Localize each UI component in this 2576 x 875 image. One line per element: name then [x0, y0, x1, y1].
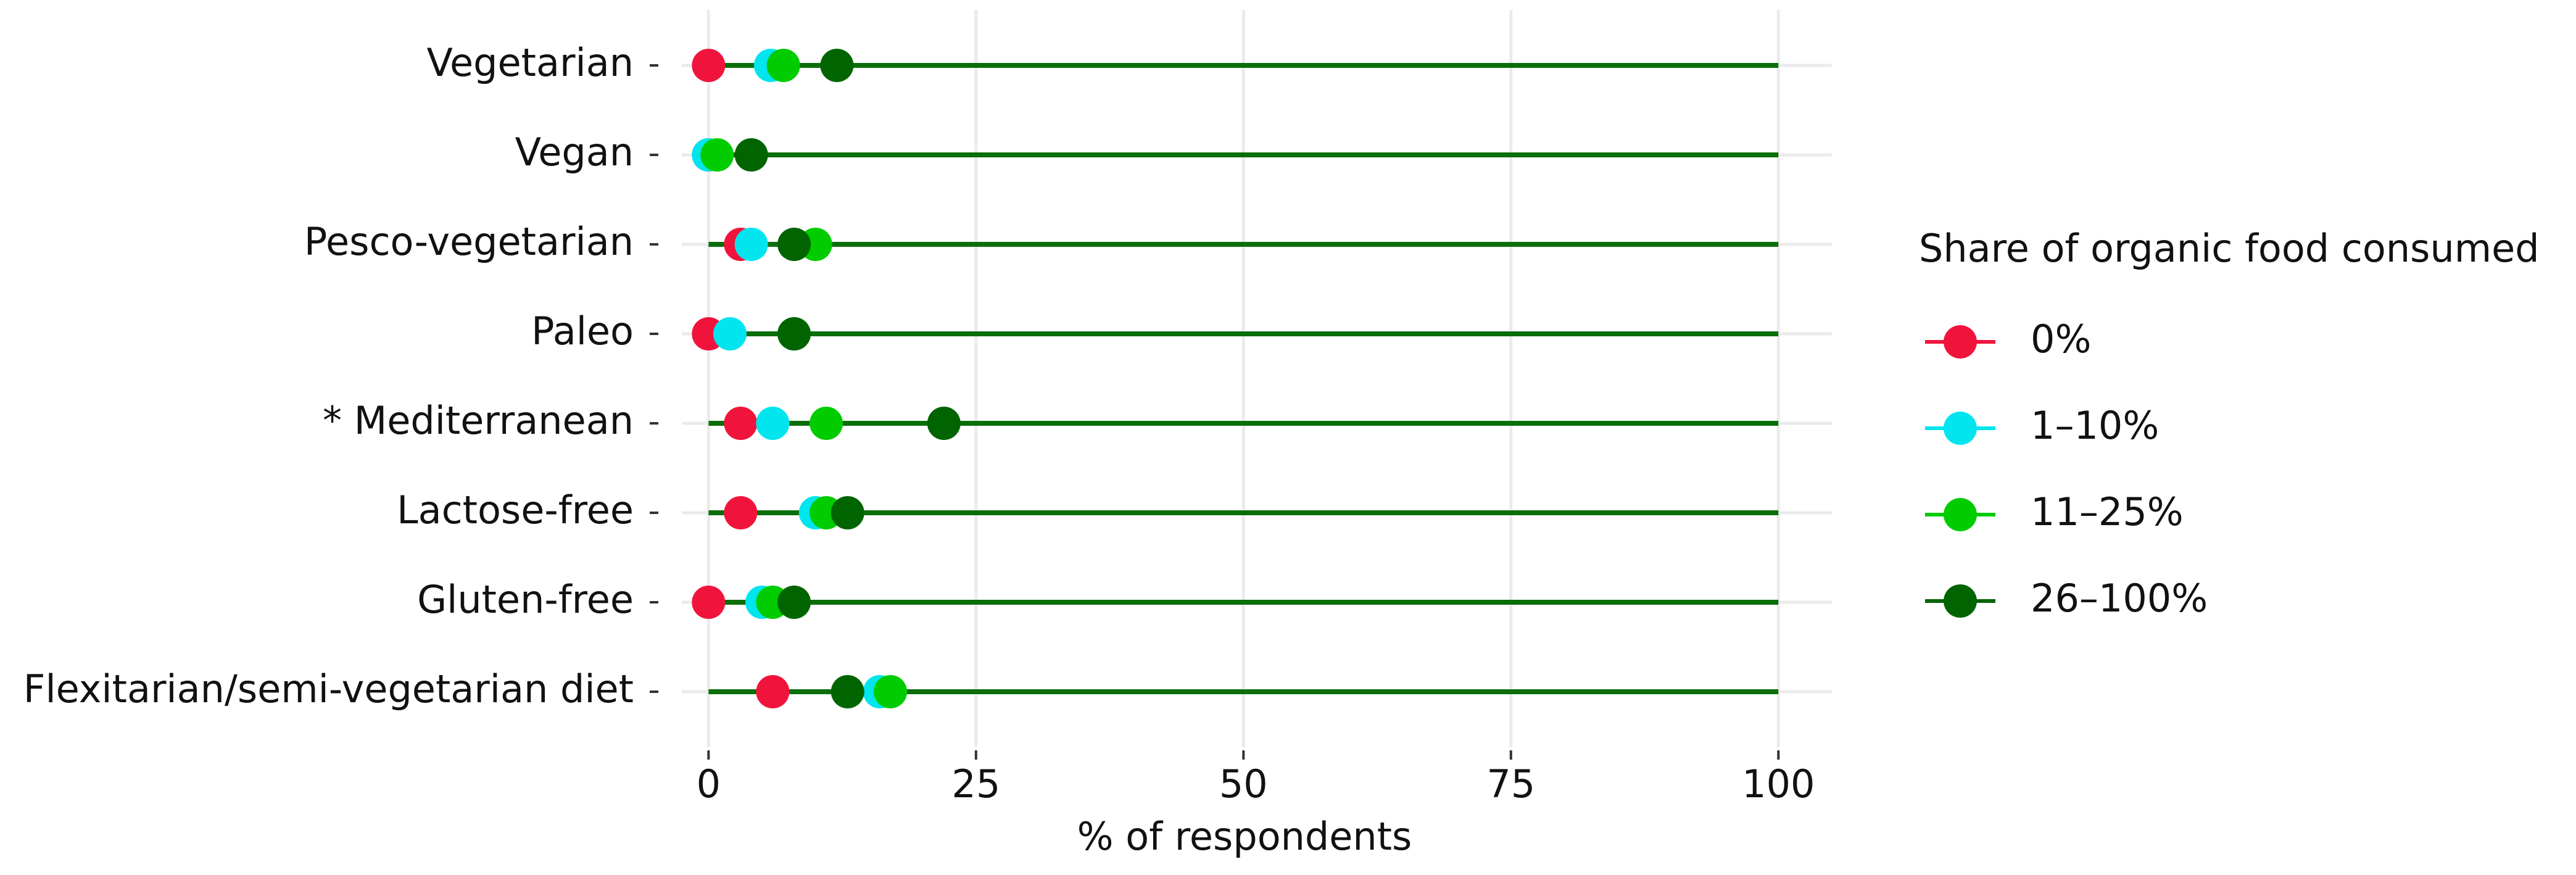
dot — [766, 49, 800, 82]
dot — [734, 228, 768, 261]
y-tick-label: Paleo — [531, 309, 634, 354]
dot — [692, 49, 726, 82]
dot — [724, 407, 758, 440]
dot — [756, 407, 790, 440]
dot — [713, 317, 747, 350]
dot — [810, 407, 843, 440]
dot — [874, 675, 908, 708]
y-tick-label: Pesco-vegetarian — [304, 219, 634, 264]
y-tick-label: Flexitarian/semi-vegetarian diet — [23, 666, 634, 711]
y-tick-label: Gluten-free — [417, 577, 634, 622]
legend-marker — [1944, 498, 1977, 531]
x-axis-title: % of respondents — [1077, 814, 1412, 859]
y-tick-label: Vegan — [515, 130, 634, 175]
legend-marker — [1944, 584, 1977, 618]
dot — [692, 586, 726, 619]
dot — [734, 138, 768, 172]
legend-marker — [1944, 412, 1977, 445]
dot — [830, 675, 864, 708]
dot — [724, 496, 758, 529]
legend-label: 1–10% — [2031, 403, 2159, 448]
dot — [777, 228, 811, 261]
y-tick-label: Lactose-free — [397, 487, 634, 533]
dot — [830, 496, 864, 529]
x-tick-label: 25 — [951, 761, 1000, 807]
dot — [820, 49, 854, 82]
legend-label: 11–25% — [2031, 489, 2184, 534]
dot — [777, 586, 811, 619]
legend-label: 0% — [2031, 317, 2091, 362]
legend-title: Share of organic food consumed — [1919, 226, 2540, 271]
x-tick-label: 75 — [1486, 761, 1535, 807]
dot — [927, 407, 961, 440]
dot — [777, 317, 811, 350]
legend-marker — [1944, 325, 1977, 359]
dot — [700, 138, 734, 172]
y-tick-label: * Mediterranean — [323, 398, 634, 443]
x-tick-label: 50 — [1219, 761, 1268, 807]
x-tick-label: 100 — [1742, 761, 1815, 807]
x-tick-label: 0 — [697, 761, 721, 807]
dot — [756, 675, 790, 708]
y-tick-label: Vegetarian — [426, 40, 634, 85]
legend-label: 26–100% — [2031, 576, 2208, 621]
